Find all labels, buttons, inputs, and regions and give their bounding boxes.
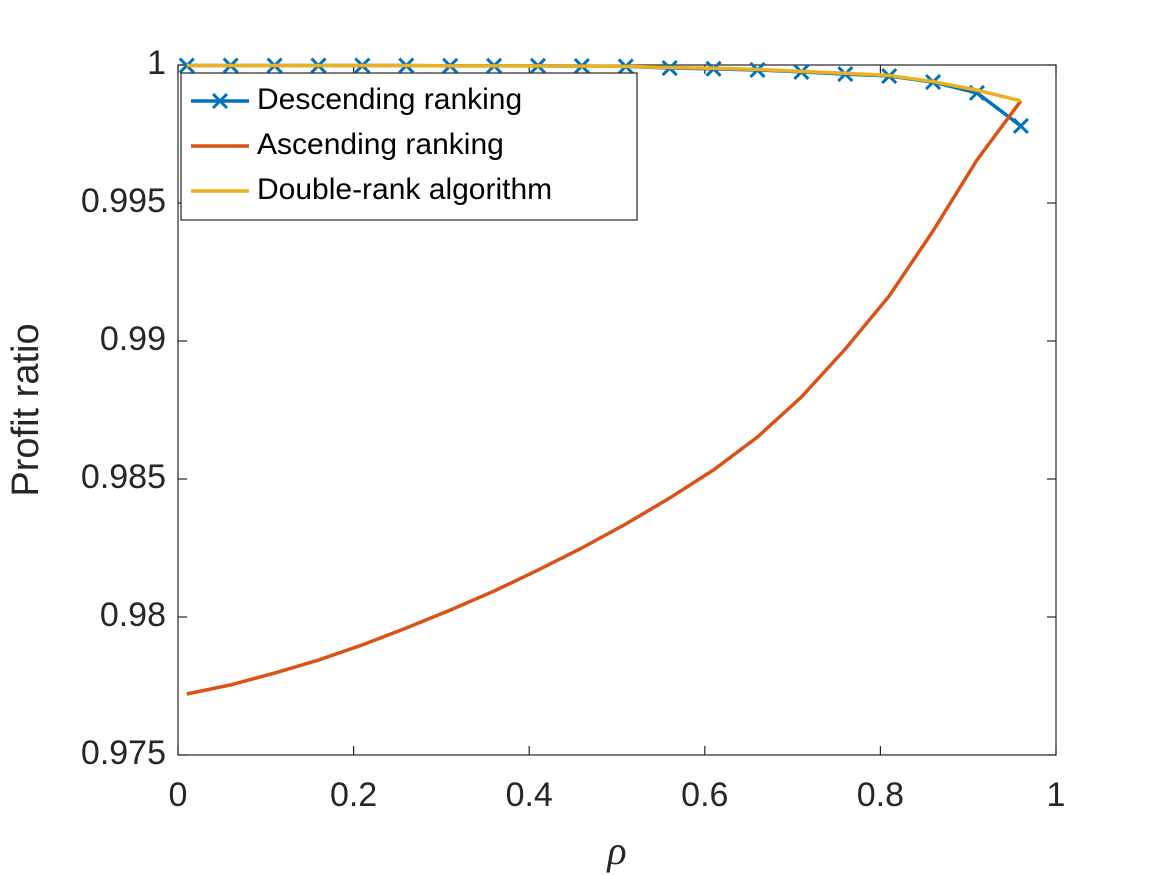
line-series [186,99,1023,696]
y-tick-label: 0.99 [100,320,166,358]
legend-label: Descending ranking [257,83,522,116]
x-tick-label: 0.6 [681,776,728,814]
legend: Descending ranking Ascending ranking Doubl… [180,72,638,221]
x-axis-label: ρ [605,828,626,873]
x-tick-label: 0.2 [330,776,377,814]
line-series [186,63,1022,103]
x-tick-label: 0 [169,776,188,814]
y-tick-label: 0.975 [81,734,166,772]
legend-box [180,72,638,221]
x-tick-label: 1 [1047,776,1066,814]
legend-label: Double-rank algorithm [257,173,552,206]
y-tick-label: 0.995 [81,182,166,220]
x-tick-label: 0.8 [857,776,904,814]
y-tick-label: 1 [147,44,166,82]
y-tick-label: 0.985 [81,458,166,496]
marker [1012,117,1029,135]
x-tick-label: 0.4 [506,776,553,814]
y-axis-label: Profit ratio [5,323,47,496]
legend-label: Ascending ranking [257,128,504,161]
legend-marker [211,92,229,110]
y-tick-label: 0.98 [100,596,166,634]
